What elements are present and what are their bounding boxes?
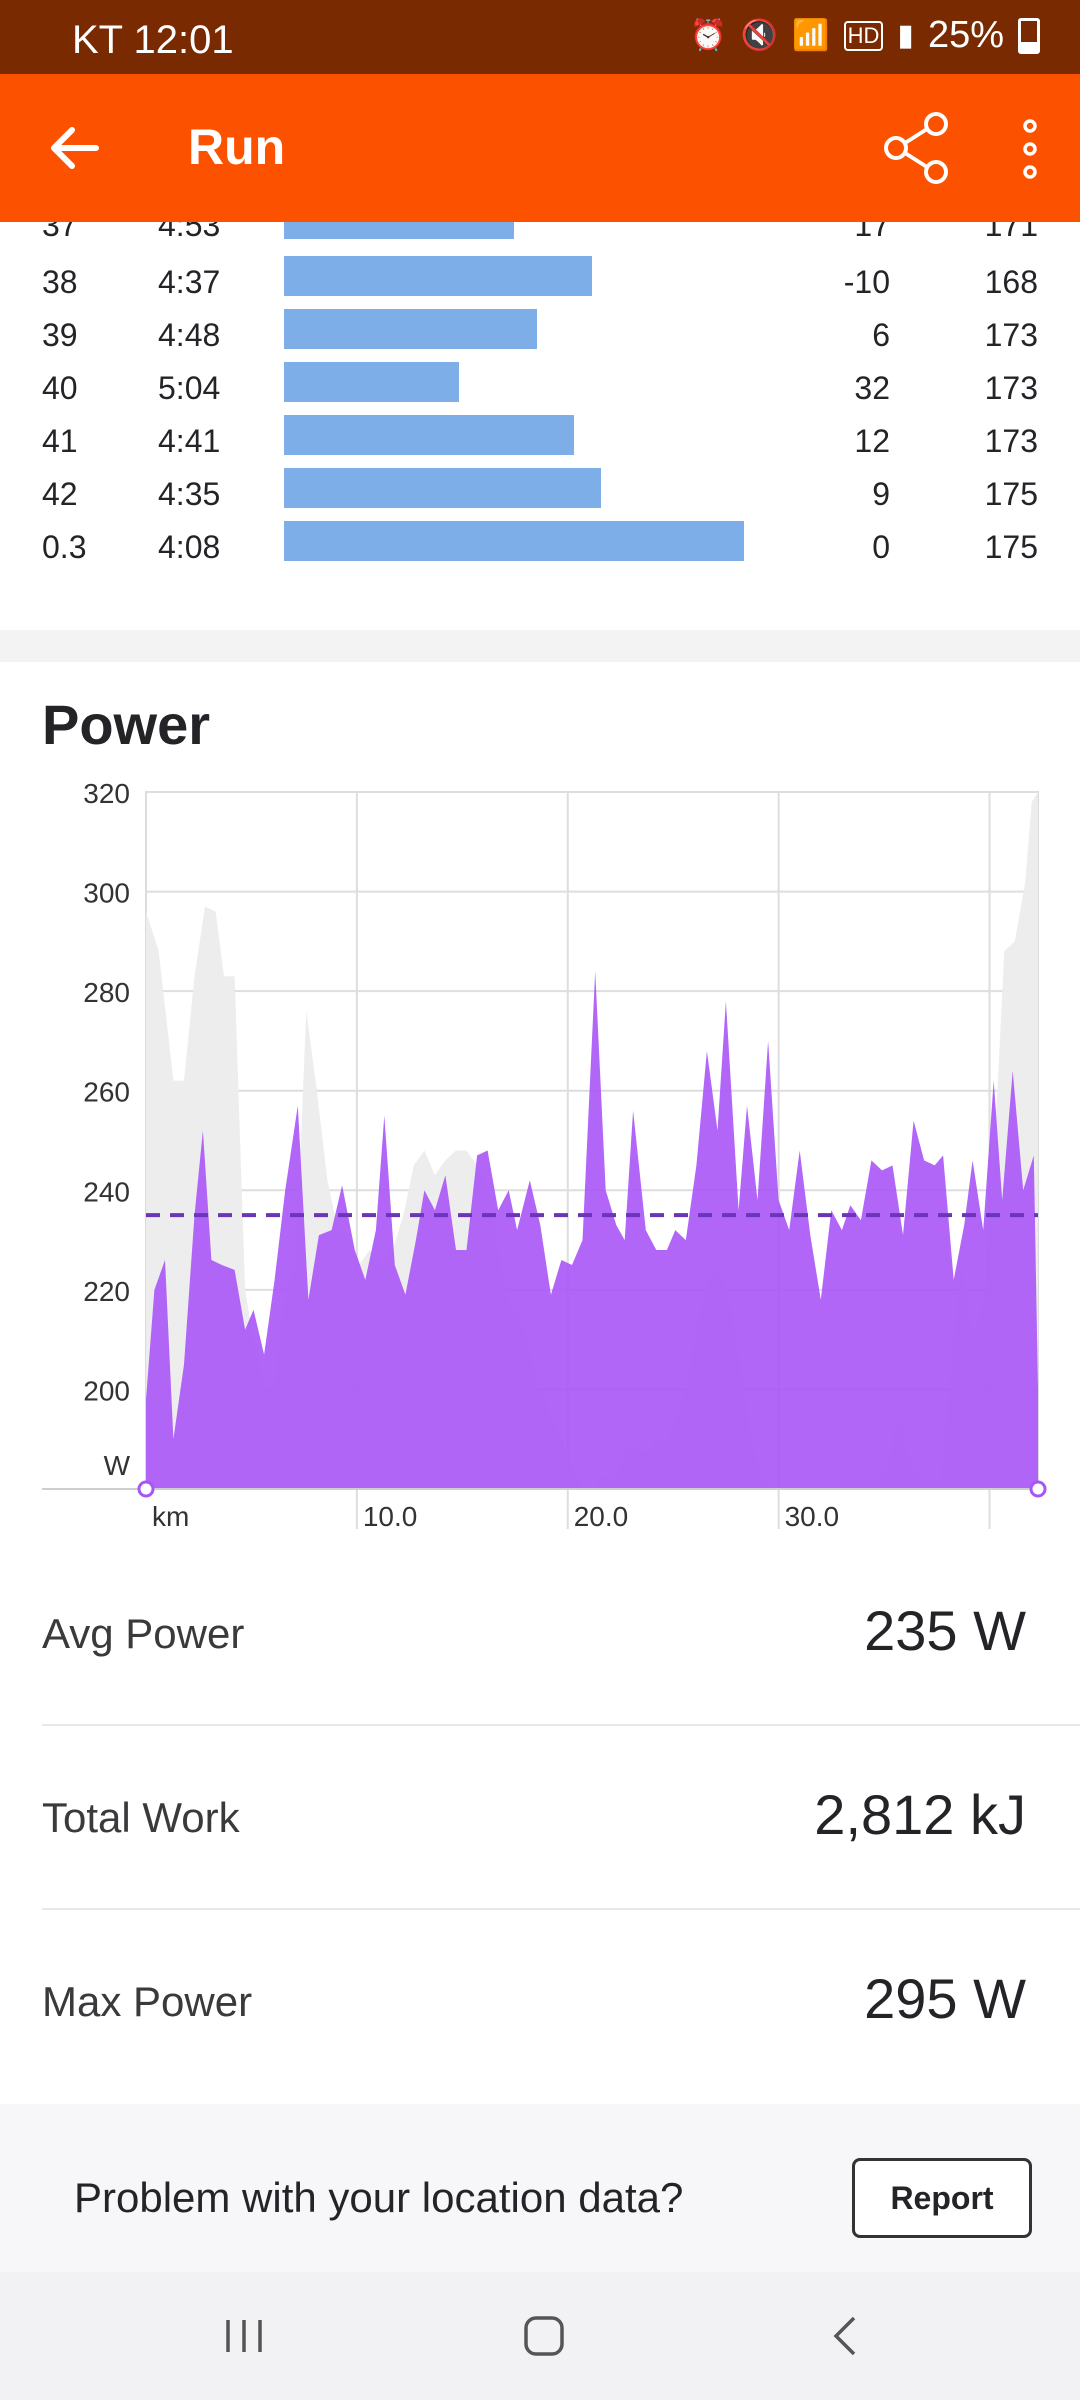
split-elevation: 17 <box>854 222 890 243</box>
split-km: 38 <box>42 264 78 300</box>
app-bar: Run <box>0 74 1080 222</box>
hd-icon: HD <box>843 20 884 51</box>
signal-icon: ▮ <box>897 19 914 52</box>
section-divider <box>0 630 1080 662</box>
x-tick-label: 20.0 <box>574 1501 629 1532</box>
y-tick-label: 300 <box>83 878 130 909</box>
y-tick-label: 220 <box>83 1276 130 1307</box>
stat-label: Avg Power <box>42 1610 245 1657</box>
split-elevation: 32 <box>854 370 890 406</box>
stat-value: 295 W <box>864 1967 1026 2030</box>
split-km: 40 <box>42 370 78 406</box>
range-handle-start <box>137 1480 155 1498</box>
split-pace: 4:53 <box>158 222 221 243</box>
y-unit-label: W <box>104 1450 131 1481</box>
status-bar: KT 12:01 ⏰ 🔇 📶 HD ▮ 25% <box>0 0 1080 74</box>
divider <box>42 1724 1080 1726</box>
split-row: 41 4:41 12 173 <box>0 415 1080 468</box>
y-tick-label: 200 <box>83 1375 130 1406</box>
split-elevation: 0 <box>872 529 890 565</box>
split-pace-bar <box>284 256 592 296</box>
share-icon[interactable] <box>880 110 952 186</box>
arrow-left-icon[interactable] <box>40 118 110 178</box>
split-elevation: -10 <box>843 264 890 300</box>
stat-total-work: Total Work 2,812 kJ <box>42 1724 1080 1908</box>
split-km: 42 <box>42 476 78 512</box>
more-vertical-icon[interactable] <box>1010 114 1050 184</box>
power-area <box>146 971 1038 1489</box>
split-km: 0.3 <box>42 529 87 565</box>
battery-icon <box>1018 17 1040 54</box>
report-button[interactable]: Report <box>852 2158 1032 2238</box>
splits-table: 37 4:53 17 171 38 4:37 -10 168 39 4:48 6 173 40 5:04 3… <box>0 222 1080 630</box>
y-tick-label: 320 <box>83 780 130 809</box>
stat-avg-power: Avg Power 235 W <box>42 1540 1080 1724</box>
split-km: 41 <box>42 423 78 459</box>
split-pace-bar <box>284 362 459 402</box>
power-chart[interactable]: 320 300 280 260 240 220 200 Wkm 10.0 20.0 30.0 <box>0 780 1080 1540</box>
split-heart-rate: 173 <box>984 370 1038 406</box>
stat-value: 2,812 kJ <box>814 1783 1026 1846</box>
location-problem-text: Problem with your location data? <box>74 2174 684 2221</box>
stat-label: Total Work <box>42 1794 240 1841</box>
split-row: 37 4:53 17 171 <box>0 222 1080 252</box>
split-heart-rate: 168 <box>984 264 1038 300</box>
split-heart-rate: 173 <box>984 423 1038 459</box>
split-row: 42 4:35 9 175 <box>0 468 1080 521</box>
split-pace: 4:35 <box>158 476 221 512</box>
stat-value: 235 W <box>864 1599 1026 1662</box>
back-icon[interactable] <box>830 2314 860 2358</box>
split-elevation: 9 <box>872 476 890 512</box>
home-icon[interactable] <box>522 2314 566 2358</box>
recents-icon[interactable] <box>222 2316 266 2356</box>
wifi-icon: 📶 <box>792 19 830 52</box>
split-pace-bar <box>284 521 744 561</box>
split-km: 39 <box>42 317 78 353</box>
range-handle-end <box>1029 1480 1047 1498</box>
split-km: 37 <box>42 222 78 243</box>
split-heart-rate: 171 <box>984 222 1038 243</box>
page-title: Run <box>188 119 286 175</box>
split-heart-rate: 175 <box>984 476 1038 512</box>
stat-max-power: Max Power 295 W <box>42 1908 1080 2092</box>
split-pace-bar <box>284 468 601 508</box>
battery-percent: 25% <box>927 14 1004 56</box>
mute-icon: 🔇 <box>740 19 779 52</box>
x-tick-label: km <box>152 1501 189 1532</box>
status-time: KT 12:01 <box>72 18 234 62</box>
split-pace: 4:08 <box>158 529 221 565</box>
divider <box>42 1908 1080 1910</box>
split-pace: 5:04 <box>158 370 221 406</box>
y-tick-label: 280 <box>83 977 130 1008</box>
split-elevation: 6 <box>872 317 890 353</box>
split-row: 40 5:04 32 173 <box>0 362 1080 415</box>
y-tick-label: 260 <box>83 1077 130 1108</box>
split-pace: 4:37 <box>158 264 221 300</box>
x-tick-label: 10.0 <box>363 1501 418 1532</box>
split-heart-rate: 173 <box>984 317 1038 353</box>
system-nav-bar <box>0 2272 1080 2400</box>
status-icons: ⏰ 🔇 📶 HD ▮ 25% <box>690 14 1040 57</box>
split-pace-bar <box>284 415 574 455</box>
power-title: Power <box>42 693 211 756</box>
split-row: 38 4:37 -10 168 <box>0 256 1080 309</box>
split-heart-rate: 175 <box>984 529 1038 565</box>
split-row: 39 4:48 6 173 <box>0 309 1080 362</box>
split-pace-bar <box>284 222 514 239</box>
split-pace: 4:41 <box>158 423 221 459</box>
alarm-icon: ⏰ <box>689 19 727 52</box>
split-pace: 4:48 <box>158 317 221 353</box>
split-elevation: 12 <box>854 423 890 459</box>
stat-label: Max Power <box>42 1978 253 2025</box>
split-pace-bar <box>284 309 537 349</box>
y-tick-label: 240 <box>83 1176 130 1207</box>
split-row: 0.3 4:08 0 175 <box>0 521 1080 574</box>
x-tick-label: 30.0 <box>785 1501 840 1532</box>
